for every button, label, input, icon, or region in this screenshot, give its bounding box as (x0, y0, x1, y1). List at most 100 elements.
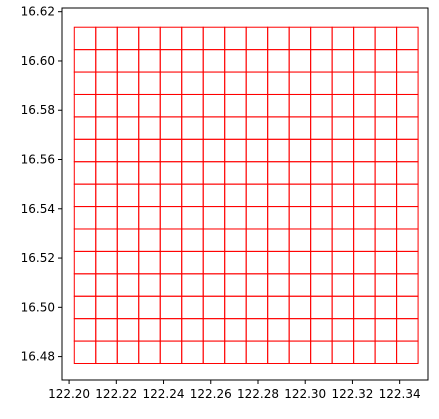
grid-cell (331, 250, 355, 275)
grid-cell (245, 228, 269, 252)
grid-cell (159, 138, 183, 163)
grid-cell (73, 49, 97, 73)
grid-cell (288, 228, 312, 252)
grid-cell (288, 26, 312, 51)
grid-cell (331, 183, 355, 208)
grid-cell (245, 295, 269, 320)
grid-cell (396, 93, 419, 118)
grid-cell (331, 340, 355, 364)
x-axis-ticks: 122.20 122.22 122.24 122.26 122.28 122.30 122.… (48, 380, 421, 401)
grid-cell (138, 206, 161, 230)
grid-cell (224, 295, 247, 320)
grid-cell (181, 116, 204, 140)
grid-cell (245, 116, 269, 140)
grid-cell (202, 93, 226, 118)
grid-cell (159, 228, 183, 252)
grid-cell (288, 161, 312, 185)
grid-cell (396, 273, 419, 297)
grid-cell (288, 295, 312, 320)
grid-cell (181, 206, 204, 230)
grid-cell (181, 250, 204, 275)
grid-cell (116, 161, 140, 185)
grid-cell (116, 250, 140, 275)
grid-cell (396, 250, 419, 275)
grid-cell (288, 340, 312, 364)
grid-cell (159, 273, 183, 297)
grid-cell (331, 228, 355, 252)
grid-cell (73, 138, 97, 163)
grid-cell (138, 250, 161, 275)
x-tick-label: 122.26 (190, 387, 232, 401)
grid-cell (116, 295, 140, 320)
grid-cell (310, 273, 333, 297)
y-tick-label: 16.58 (21, 103, 55, 117)
grid-cell (116, 138, 140, 163)
grid-cell (331, 273, 355, 297)
grid-cell (396, 206, 419, 230)
grid-cell (159, 250, 183, 275)
grid-cell (202, 206, 226, 230)
grid-cell (288, 138, 312, 163)
grid-cell (353, 228, 376, 252)
grid-cell (353, 295, 376, 320)
grid-cell (245, 206, 269, 230)
grid-cell (202, 318, 226, 342)
grid-cell (288, 116, 312, 140)
grid-cell (288, 183, 312, 208)
grid-cell (181, 340, 204, 364)
grid-cell (267, 26, 290, 51)
grid-cell (95, 318, 118, 342)
grid-cell (95, 206, 118, 230)
grid-cell (331, 138, 355, 163)
grid-cell (245, 49, 269, 73)
grid-cell (310, 318, 333, 342)
grid-cell (245, 250, 269, 275)
grid-cell (267, 93, 290, 118)
x-tick-label: 122.32 (331, 387, 373, 401)
grid-cell (353, 318, 376, 342)
grid-cell (138, 318, 161, 342)
grid-cell (138, 340, 161, 364)
grid-cell (202, 250, 226, 275)
grid-cell (95, 161, 118, 185)
grid-cell (288, 93, 312, 118)
grid-cell (159, 49, 183, 73)
grid-cell (181, 295, 204, 320)
grid-cell (245, 161, 269, 185)
grid-cell (331, 93, 355, 118)
grid-cell (353, 26, 376, 51)
grid-cell (310, 116, 333, 140)
grid-cell (224, 318, 247, 342)
grid-cell (288, 318, 312, 342)
grid-cell (224, 340, 247, 364)
grid-cell (245, 71, 269, 95)
x-tick-label: 122.28 (237, 387, 279, 401)
grid-cell (116, 340, 140, 364)
grid-cell (245, 318, 269, 342)
grid-cell (224, 228, 247, 252)
grid-cell (310, 93, 333, 118)
grid-cell (396, 183, 419, 208)
grid-cell (138, 161, 161, 185)
grid-cell (224, 93, 247, 118)
grid-cell (224, 71, 247, 95)
x-tick-label: 122.20 (48, 387, 90, 401)
grid-cell (310, 71, 333, 95)
grid-cell (331, 116, 355, 140)
grid-cell (202, 49, 226, 73)
grid-cell (95, 93, 118, 118)
grid-cell (353, 161, 376, 185)
y-axis-ticks: 16.48 16.50 16.52 16.54 16.56 16.58 16.60 16.62 (21, 5, 62, 364)
grid-cell (202, 183, 226, 208)
grid-cell (331, 26, 355, 51)
grid-cell (353, 116, 376, 140)
grid-cell (159, 295, 183, 320)
grid-cell (116, 116, 140, 140)
grid-cell (374, 161, 398, 185)
axes-frame (61, 7, 429, 381)
grid-cell (245, 93, 269, 118)
grid-cell (353, 71, 376, 95)
grid-cell (374, 93, 398, 118)
grid-cell (202, 340, 226, 364)
grid-cell (267, 49, 290, 73)
